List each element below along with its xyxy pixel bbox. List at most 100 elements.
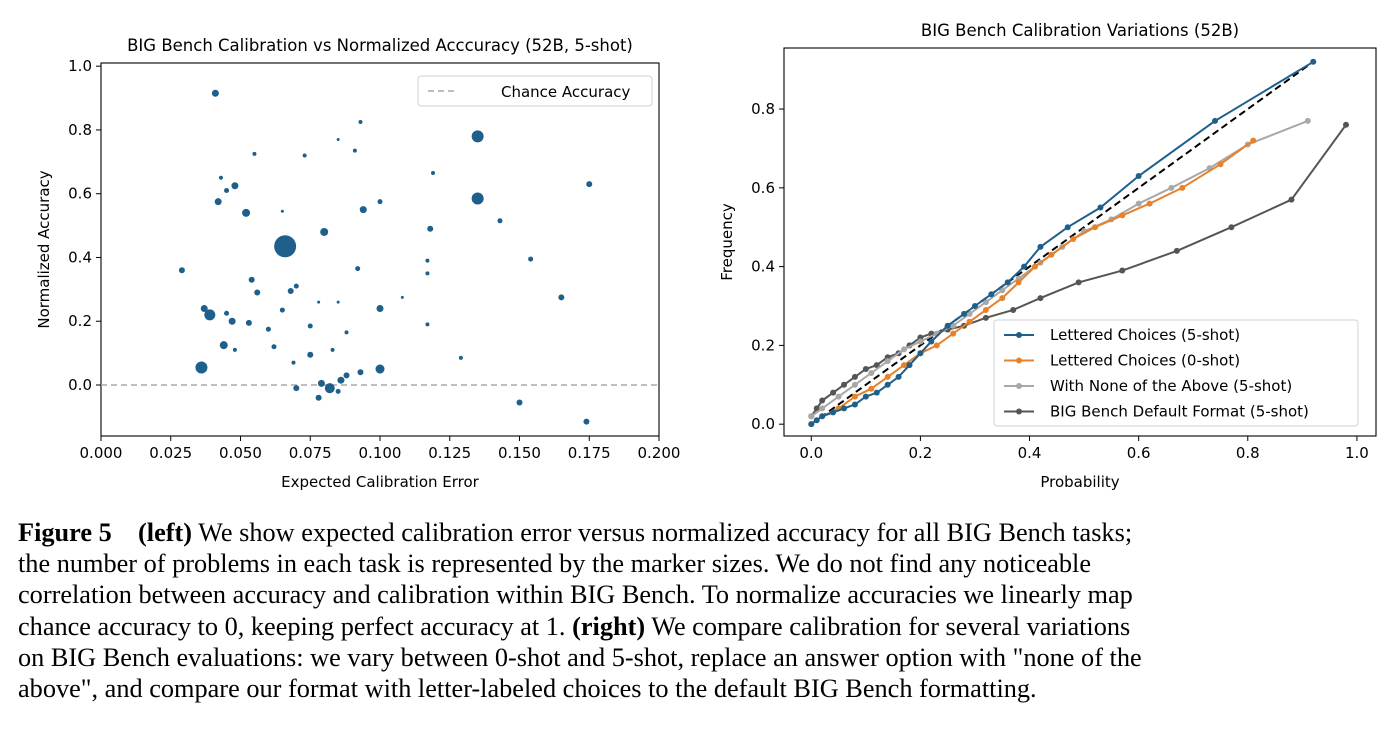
series-point [1119, 267, 1126, 274]
series-point [906, 362, 913, 369]
legend-box [993, 319, 1359, 427]
scatter-point [315, 394, 322, 401]
scatter-point [516, 399, 523, 406]
x-tick-label: 0.025 [149, 444, 192, 462]
caption-text: the number of problems in each task is r… [18, 549, 1092, 579]
series-point [982, 299, 989, 306]
x-tick-label: 0.0 [799, 444, 823, 462]
scatter-point [287, 287, 294, 294]
scatter-point [583, 418, 590, 425]
scatter-point [231, 182, 239, 190]
y-tick-label: 0.4 [68, 248, 92, 266]
series-point [1146, 200, 1153, 207]
scatter-point [471, 130, 484, 143]
scatter-point [200, 304, 208, 312]
series-point [841, 405, 848, 412]
caption-line-6: above", and compare our format with lett… [18, 673, 1386, 704]
scatter-point [497, 218, 503, 224]
scatter-point [224, 188, 230, 194]
scatter-point [528, 256, 534, 262]
series-point [884, 358, 891, 365]
caption-text: correlation between accuracy and calibra… [18, 580, 1133, 610]
series-point [966, 318, 973, 325]
scatter-point [344, 330, 349, 335]
scatter-point [254, 289, 261, 296]
x-tick-label: 0.100 [359, 444, 402, 462]
caption-line-3: correlation between accuracy and calibra… [18, 579, 1386, 610]
series-point [944, 322, 951, 329]
scatter-point [293, 385, 300, 392]
scatter-point [307, 351, 314, 358]
series-point [950, 330, 957, 337]
scatter-point [195, 361, 208, 374]
series-point [873, 362, 880, 369]
scatter-point [377, 199, 383, 205]
y-tick-label: 0.0 [751, 415, 775, 433]
series-point [895, 373, 902, 380]
scatter-point [274, 235, 297, 258]
legend-swatch-marker [1016, 383, 1022, 389]
scatter-point [178, 267, 185, 274]
series-point [933, 342, 940, 349]
caption-text: We compare calibration for several varia… [645, 611, 1131, 641]
series-point [1070, 236, 1077, 243]
series-point [971, 303, 978, 310]
caption-left-marker: (left) [138, 518, 193, 547]
scatter-point [400, 295, 404, 299]
legend-swatch-marker [1016, 408, 1022, 415]
legend-box [417, 75, 653, 107]
series-point [808, 421, 815, 428]
x-tick-label: 0.200 [638, 444, 681, 462]
scatter-point [324, 383, 335, 394]
x-tick-label: 0.4 [1018, 444, 1042, 462]
series-point [835, 393, 842, 400]
figure-charts: 0.000 0.025 0.050 0.075 0.100 0.125 0.150 0.175… [35, 21, 1377, 491]
scatter-point [279, 307, 285, 313]
series-point [862, 366, 869, 373]
y-tick-label: 0.6 [751, 179, 775, 197]
series-point [966, 310, 973, 317]
series-point [1048, 251, 1055, 258]
legend-label: BIG Bench Default Format (5-shot) [1050, 403, 1309, 421]
chart-title: BIG Bench Calibration Variations (52B) [921, 21, 1239, 40]
scatter-point [558, 294, 565, 301]
scatter-point [219, 341, 228, 350]
series-point [1173, 247, 1180, 254]
series-point [851, 381, 858, 388]
y-axis-label: Normalized Accuracy [35, 170, 53, 328]
left-scatter-chart: 0.000 0.025 0.050 0.075 0.100 0.125 0.150 0.175… [35, 36, 680, 491]
series-point [1168, 184, 1175, 191]
scatter-point [302, 153, 307, 158]
x-tick-label: 0.050 [219, 444, 262, 462]
scatter-point [211, 89, 219, 97]
y-tick-label: 0.8 [68, 121, 92, 139]
scatter-point [214, 198, 222, 206]
scatter-point [317, 379, 325, 387]
caption-text: on BIG Bench evaluations: we vary betwee… [18, 642, 1142, 672]
y-tick-label: 0.4 [751, 258, 775, 276]
scatter-point [431, 170, 436, 175]
scatter-point [280, 209, 284, 213]
series-point [1288, 196, 1295, 203]
series-point [1228, 224, 1235, 231]
scatter-point [425, 322, 430, 327]
series-point [830, 409, 837, 416]
series-point [1015, 279, 1022, 286]
y-tick-label: 0.2 [68, 312, 92, 330]
x-tick-label: 1.0 [1345, 444, 1369, 462]
caption-right-marker: (right) [572, 611, 646, 641]
legend-label: Lettered Choices (5-shot) [1050, 326, 1240, 344]
x-tick-label: 0.2 [908, 444, 932, 462]
series-point [999, 287, 1006, 294]
scatter-point [252, 151, 257, 156]
scatter-point [355, 266, 361, 272]
caption-line-4: chance accuracy to 0, keeping perfect ac… [18, 611, 1386, 642]
series-point [982, 314, 989, 321]
x-axis-label: Probability [1040, 473, 1119, 491]
series-point [851, 401, 858, 408]
scatter-point [335, 388, 341, 394]
series-point [961, 310, 968, 317]
y-tick-label: 0.8 [751, 100, 775, 118]
legend-swatch-marker [1016, 332, 1022, 338]
caption-line-2: the number of problems in each task is r… [18, 548, 1386, 579]
